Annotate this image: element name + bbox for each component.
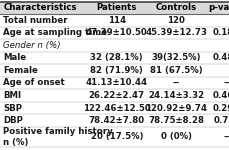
Text: --: -- <box>223 78 229 87</box>
Text: 120: 120 <box>167 16 185 25</box>
Text: 32 (28.1%): 32 (28.1%) <box>90 53 143 62</box>
Text: Male: Male <box>3 53 27 62</box>
Text: --: -- <box>173 78 180 87</box>
Text: p-value: p-value <box>209 3 229 12</box>
Bar <box>0 39 229 52</box>
Bar <box>0 89 229 102</box>
Text: 41.13±10.44: 41.13±10.44 <box>86 78 148 87</box>
Bar <box>0 64 229 77</box>
Text: Patients: Patients <box>97 3 137 12</box>
Text: 20 (17.5%): 20 (17.5%) <box>90 132 143 141</box>
Text: 0 (0%): 0 (0%) <box>161 132 192 141</box>
Text: 0.189: 0.189 <box>213 28 229 37</box>
Text: Positive family history
n (%): Positive family history n (%) <box>3 127 113 147</box>
Text: Gender n (%): Gender n (%) <box>3 41 61 50</box>
Text: 122.46±12.50: 122.46±12.50 <box>83 103 151 112</box>
Bar <box>0 127 229 147</box>
Text: 120.92±9.74: 120.92±9.74 <box>145 103 207 112</box>
Bar <box>0 27 229 39</box>
Text: DBP: DBP <box>3 116 23 125</box>
Text: 78.42±7.80: 78.42±7.80 <box>89 116 145 125</box>
Bar <box>0 77 229 89</box>
Bar <box>0 2 229 14</box>
Text: 114: 114 <box>108 16 126 25</box>
Text: 39(32.5%): 39(32.5%) <box>152 53 201 62</box>
Text: Age of onset: Age of onset <box>3 78 65 87</box>
Text: 78.75±8.28: 78.75±8.28 <box>148 116 204 125</box>
Text: 81 (67.5%): 81 (67.5%) <box>150 66 203 75</box>
Text: 0.480: 0.480 <box>213 53 229 62</box>
Text: Female: Female <box>3 66 38 75</box>
Text: Controls: Controls <box>156 3 197 12</box>
Text: 45.39±12.73: 45.39±12.73 <box>145 28 207 37</box>
Text: 26.22±2.47: 26.22±2.47 <box>89 91 145 100</box>
Text: Total number: Total number <box>3 16 68 25</box>
Text: 82 (71.9%): 82 (71.9%) <box>90 66 143 75</box>
Text: 0.755: 0.755 <box>213 116 229 125</box>
Text: 47.39±10.50: 47.39±10.50 <box>86 28 148 37</box>
Bar <box>0 14 229 27</box>
Bar <box>0 102 229 114</box>
Text: 0.468: 0.468 <box>213 91 229 100</box>
Text: SBP: SBP <box>3 103 22 112</box>
Text: --: -- <box>223 132 229 141</box>
Text: 24.14±3.32: 24.14±3.32 <box>148 91 204 100</box>
Text: BMI: BMI <box>3 91 22 100</box>
Text: Characteristics: Characteristics <box>3 3 77 12</box>
Text: Age at sampling time: Age at sampling time <box>3 28 108 37</box>
Bar <box>0 114 229 127</box>
Bar <box>0 52 229 64</box>
Text: 0.293: 0.293 <box>213 103 229 112</box>
